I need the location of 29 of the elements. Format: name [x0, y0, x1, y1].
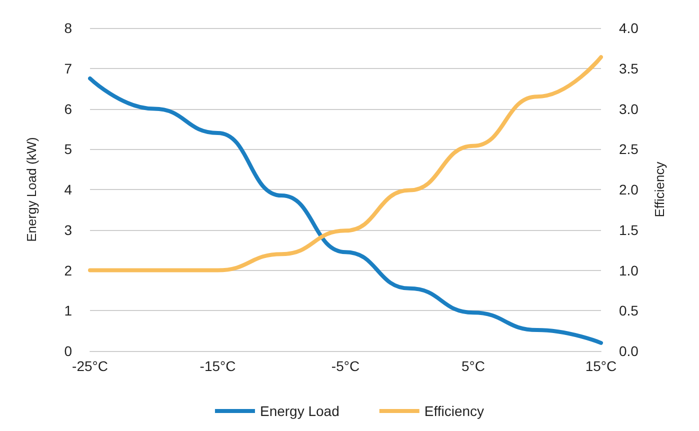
- y-axis-title: Energy Load (kW): [24, 137, 39, 242]
- y-tick-label: 8: [64, 20, 72, 36]
- y-tick-label: 4: [64, 182, 72, 198]
- y-tick-label: 1: [64, 302, 72, 319]
- y2-axis-title: Efficiency: [652, 161, 667, 218]
- y-tick-label: 3: [64, 222, 72, 238]
- y2-tick-label: 2.5: [619, 141, 639, 158]
- y2-tick-label: 4.0: [619, 20, 639, 36]
- y-tick-label: 6: [64, 100, 72, 117]
- x-tick-label: -5°C: [331, 358, 360, 374]
- y2-tick-label: 0.5: [619, 302, 639, 319]
- x-tick-label: 15°C: [585, 358, 617, 374]
- y2-tick-label: 1.5: [619, 222, 639, 238]
- x-tick-label: 5°C: [462, 358, 485, 374]
- x-tick-label: -25°C: [72, 358, 108, 374]
- y-tick-label: 7: [64, 60, 72, 76]
- legend-label: Energy Load: [260, 403, 340, 419]
- y2-tick-label: 3.5: [619, 60, 639, 76]
- y-tick-label: 2: [64, 262, 72, 278]
- y2-tick-label: 0.0: [619, 343, 639, 359]
- line-series: [88, 76, 603, 345]
- y-tick-label: 5: [64, 141, 72, 158]
- y2-tick-label: 1.0: [619, 262, 639, 278]
- y-tick-label: 0: [64, 343, 72, 359]
- line-series: [88, 55, 603, 272]
- y2-tick-label: 2.0: [619, 182, 639, 198]
- y2-tick-label: 3.0: [619, 100, 639, 117]
- x-tick-label: -15°C: [200, 358, 236, 374]
- legend-label: Efficiency: [424, 403, 484, 419]
